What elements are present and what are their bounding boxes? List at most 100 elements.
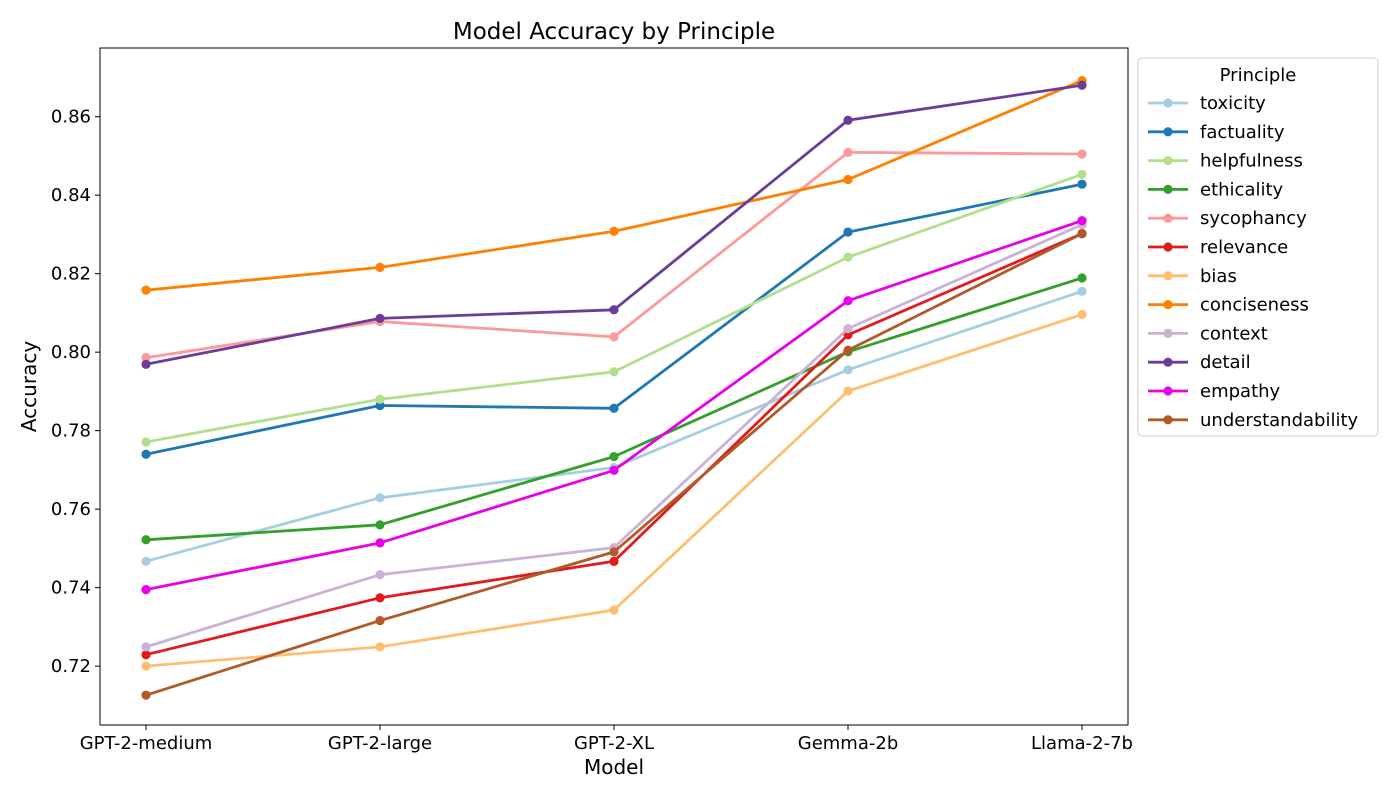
legend-marker-ethicality — [1163, 184, 1173, 194]
data-point-sycophancy — [609, 332, 619, 342]
data-point-toxicity — [1077, 286, 1087, 296]
legend-marker-empathy — [1163, 386, 1173, 396]
legend-label-ethicality: ethicality — [1200, 179, 1284, 200]
data-point-understandability — [843, 345, 853, 355]
data-point-relevance — [141, 650, 151, 660]
data-point-bias — [141, 661, 151, 671]
x-tick-label: Llama-2-7b — [1031, 733, 1133, 754]
legend-label-context: context — [1200, 323, 1268, 344]
x-tick-label: GPT-2-XL — [574, 733, 654, 754]
series-context — [141, 220, 1087, 652]
data-point-ethicality — [141, 535, 151, 545]
data-point-relevance — [375, 593, 385, 603]
legend-label-empathy: empathy — [1200, 381, 1281, 402]
series-sycophancy — [141, 147, 1087, 363]
data-point-bias — [375, 642, 385, 652]
data-point-toxicity — [375, 493, 385, 503]
legend-label-understandability: understandability — [1200, 410, 1359, 431]
legend-label-conciseness: conciseness — [1200, 295, 1309, 316]
data-point-conciseness — [609, 226, 619, 236]
legend-label-factuality: factuality — [1200, 122, 1285, 143]
y-tick-label: 0.84 — [51, 185, 91, 206]
data-point-bias — [1077, 309, 1087, 320]
data-point-detail — [1077, 80, 1087, 90]
data-point-detail — [141, 359, 151, 369]
data-point-empathy — [1077, 216, 1087, 226]
series-helpfulness — [141, 169, 1087, 447]
data-point-sycophancy — [1077, 149, 1087, 159]
series-line-context — [144, 223, 1084, 649]
legend-frame — [1137, 57, 1379, 437]
legend-marker-understandability — [1163, 415, 1173, 425]
data-point-detail — [609, 305, 619, 315]
y-tick-label: 0.74 — [51, 578, 91, 599]
data-point-relevance — [609, 556, 619, 566]
data-point-empathy — [375, 538, 385, 548]
legend-label-toxicity: toxicity — [1200, 93, 1266, 114]
data-point-understandability — [375, 616, 385, 626]
legend-marker-relevance — [1163, 242, 1173, 252]
data-point-conciseness — [375, 262, 385, 272]
series-detail — [141, 80, 1087, 369]
y-tick-label: 0.82 — [51, 264, 91, 285]
y-tick-label: 0.78 — [51, 421, 91, 442]
legend-marker-conciseness — [1163, 300, 1173, 310]
data-point-conciseness — [141, 285, 151, 295]
data-point-understandability — [1077, 229, 1087, 239]
x-axis-label: Model — [584, 755, 644, 779]
data-point-context — [375, 570, 385, 580]
series-conciseness — [141, 75, 1087, 295]
series-bias — [141, 309, 1087, 671]
data-point-detail — [843, 115, 853, 125]
data-point-context — [141, 642, 151, 652]
data-point-understandability — [609, 547, 619, 557]
data-point-sycophancy — [141, 353, 151, 363]
data-point-helpfulness — [375, 394, 385, 404]
x-tick-label: GPT-2-large — [328, 733, 432, 754]
data-point-ethicality — [375, 520, 385, 530]
series-factuality — [141, 179, 1087, 459]
legend-label-bias: bias — [1200, 266, 1237, 287]
data-point-factuality — [1077, 179, 1087, 189]
data-point-ethicality — [609, 451, 619, 462]
data-point-sycophancy — [843, 147, 853, 157]
x-tick-label: Gemma-2b — [798, 733, 899, 754]
y-tick-label: 0.80 — [51, 342, 91, 363]
data-point-factuality — [141, 449, 151, 459]
data-point-context — [843, 324, 853, 334]
series-line-conciseness — [144, 79, 1084, 292]
data-point-helpfulness — [141, 437, 151, 447]
series-line-sycophancy — [144, 150, 1084, 360]
data-point-empathy — [609, 465, 619, 475]
legend-marker-detail — [1163, 357, 1173, 367]
data-point-toxicity — [141, 556, 151, 566]
data-point-toxicity — [843, 365, 853, 375]
legend-marker-toxicity — [1163, 98, 1173, 108]
data-point-helpfulness — [1077, 169, 1087, 179]
legend-label-relevance: relevance — [1200, 237, 1288, 258]
axes-frame — [99, 47, 1129, 726]
legend-marker-helpfulness — [1163, 156, 1173, 166]
legend-marker-sycophancy — [1163, 213, 1173, 223]
y-tick-label: 0.76 — [51, 499, 91, 520]
x-tick-label: GPT-2-medium — [80, 733, 213, 754]
data-point-helpfulness — [843, 252, 853, 262]
series-relevance — [141, 229, 1087, 660]
data-point-bias — [843, 386, 853, 396]
y-axis-label: Accuracy — [17, 341, 41, 432]
series-line-relevance — [144, 232, 1084, 657]
series-empathy — [141, 216, 1087, 595]
legend-title: Principle — [1220, 65, 1297, 86]
legend: Principle toxicity factuality helpfulness e… — [1137, 57, 1379, 437]
series-understandability — [141, 229, 1087, 700]
data-point-factuality — [843, 227, 853, 237]
data-point-factuality — [609, 403, 619, 413]
legend-label-detail: detail — [1200, 352, 1251, 373]
y-tick-label: 0.86 — [51, 107, 91, 128]
data-point-bias — [609, 605, 619, 615]
chart-title: Model Accuracy by Principle — [453, 19, 775, 45]
legend-label-sycophancy: sycophancy — [1200, 208, 1307, 229]
legend-marker-factuality — [1163, 127, 1173, 137]
y-tick-label: 0.72 — [51, 656, 91, 677]
